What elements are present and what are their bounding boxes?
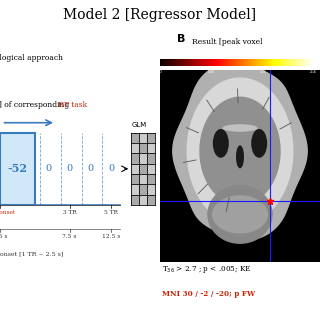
- Text: T$_{36}$ > 2.7 ; p < .005; KE: T$_{36}$ > 2.7 ; p < .005; KE: [162, 264, 251, 275]
- Text: task onset: task onset: [0, 210, 15, 215]
- Text: RT task: RT task: [58, 101, 88, 109]
- Text: onset [1 TR ~ 2.5 s]: onset [1 TR ~ 2.5 s]: [0, 251, 63, 256]
- Bar: [147, 153, 155, 164]
- Bar: [147, 133, 155, 143]
- Ellipse shape: [236, 145, 244, 168]
- Bar: [139, 153, 147, 164]
- Text: 0: 0: [67, 164, 73, 173]
- Text: 12.5 s: 12.5 s: [102, 234, 120, 239]
- Bar: [0, 133, 35, 205]
- Text: Result [peak voxel: Result [peak voxel: [192, 38, 262, 46]
- Polygon shape: [200, 97, 280, 205]
- Bar: [139, 143, 147, 153]
- Bar: [139, 133, 147, 143]
- Ellipse shape: [251, 129, 267, 158]
- Bar: [131, 164, 139, 174]
- Bar: [139, 195, 147, 205]
- Text: 0: 0: [46, 164, 52, 173]
- Bar: [131, 153, 139, 164]
- Bar: [131, 133, 139, 143]
- Bar: [131, 143, 139, 153]
- Text: 2.5 s: 2.5 s: [0, 234, 7, 239]
- Polygon shape: [187, 78, 293, 224]
- Text: -52: -52: [8, 163, 28, 174]
- Text: GLM: GLM: [132, 123, 147, 128]
- Bar: [147, 164, 155, 174]
- Bar: [139, 174, 147, 184]
- Bar: [147, 184, 155, 195]
- Ellipse shape: [213, 129, 229, 158]
- Bar: [131, 174, 139, 184]
- Bar: [139, 184, 147, 195]
- Polygon shape: [208, 186, 272, 243]
- Text: s] of corresponding: s] of corresponding: [0, 101, 72, 109]
- Text: B: B: [177, 34, 185, 44]
- Bar: [139, 164, 147, 174]
- Text: 0: 0: [108, 164, 114, 173]
- Bar: [147, 143, 155, 153]
- Text: 3 TR: 3 TR: [63, 210, 76, 215]
- Bar: [147, 174, 155, 184]
- Bar: [131, 184, 139, 195]
- Text: 7.5 s: 7.5 s: [62, 234, 77, 239]
- Polygon shape: [173, 62, 307, 240]
- Text: ological approach: ological approach: [0, 54, 63, 62]
- Text: 5 TR: 5 TR: [104, 210, 118, 215]
- Bar: [147, 195, 155, 205]
- Text: Model 2 [Regressor Model]: Model 2 [Regressor Model]: [63, 8, 257, 22]
- Ellipse shape: [222, 124, 258, 132]
- Text: 0: 0: [87, 164, 93, 173]
- Bar: [131, 195, 139, 205]
- Ellipse shape: [212, 195, 268, 234]
- Text: MNI 30 / -2 / -20; p FW: MNI 30 / -2 / -20; p FW: [162, 290, 255, 298]
